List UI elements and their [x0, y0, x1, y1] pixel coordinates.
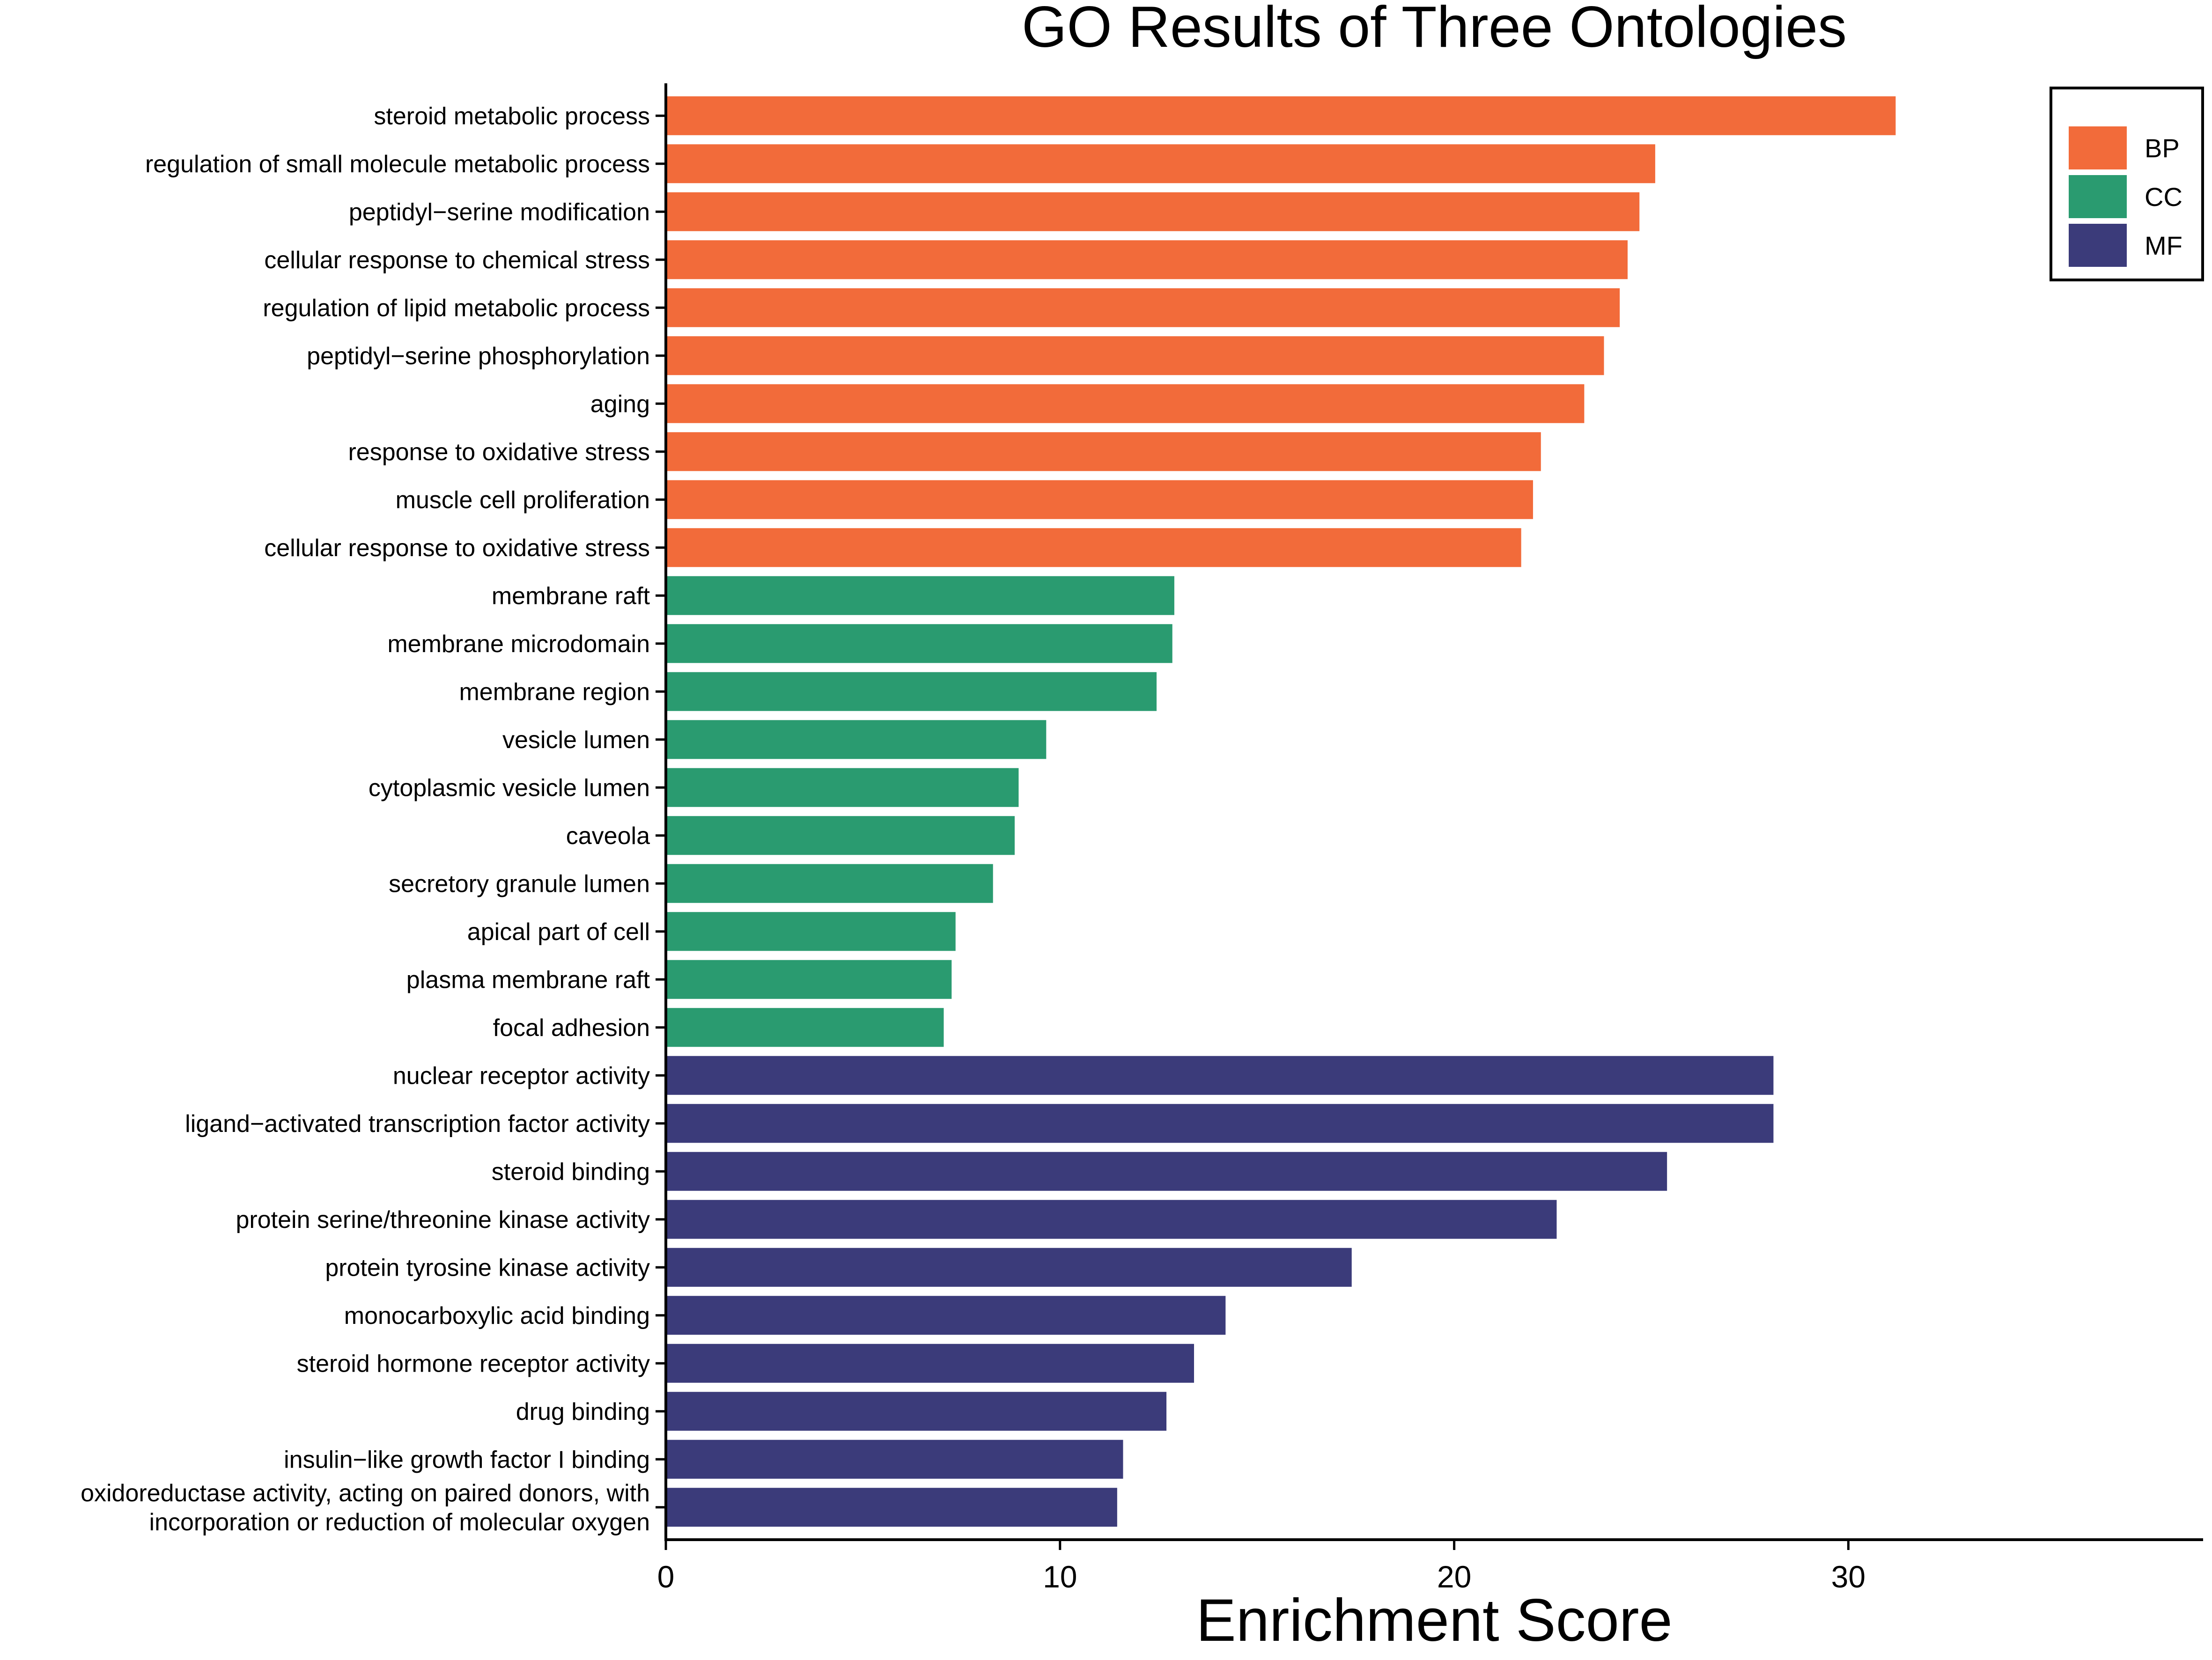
y-tick-label: vesicle lumen	[502, 727, 650, 754]
bar	[666, 528, 1521, 567]
bar	[666, 1296, 1226, 1335]
y-tick-label: steroid binding	[492, 1158, 650, 1185]
bar	[666, 960, 952, 999]
bar	[666, 384, 1585, 423]
bar	[666, 1056, 1774, 1095]
y-tick-label: protein serine/threonine kinase activity	[236, 1206, 650, 1234]
y-tick-label: membrane raft	[492, 582, 650, 610]
bar	[666, 1104, 1774, 1143]
bar	[666, 912, 956, 951]
y-tick-label: regulation of small molecule metabolic p…	[145, 151, 650, 178]
x-ticks: 0 10 20 30	[657, 1540, 1865, 1594]
y-tick-label: membrane microdomain	[387, 631, 650, 658]
bar	[666, 192, 1640, 231]
y-tick-label: protein tyrosine kinase activity	[325, 1254, 650, 1281]
y-tick-label: oxidoreductase activity, acting on paire…	[81, 1480, 650, 1536]
legend-label: CC	[2145, 182, 2183, 212]
bar	[666, 480, 1533, 519]
legend: BP CC MF	[2050, 87, 2204, 281]
bar	[666, 1248, 1352, 1287]
y-tick-label: apical part of cell	[467, 918, 650, 946]
y-tick-label: plasma membrane raft	[406, 966, 650, 993]
bar	[666, 1440, 1123, 1479]
y-tick-label: insulin−like growth factor I binding	[284, 1446, 650, 1473]
legend-swatch	[2069, 224, 2127, 267]
bar	[666, 96, 1896, 135]
y-tick-label: peptidyl−serine phosphorylation	[307, 343, 650, 370]
y-tick-label: ligand−activated transcription factor ac…	[185, 1110, 650, 1138]
y-tick-label: caveola	[566, 823, 650, 850]
y-tick-label: peptidyl−serine modification	[349, 198, 650, 226]
y-tick-label: response to oxidative stress	[348, 439, 650, 466]
y-tick-label: secretory granule lumen	[389, 870, 650, 897]
bar	[666, 1200, 1557, 1239]
y-tick-label: monocarboxylic acid binding	[344, 1302, 650, 1329]
y-tick-label: muscle cell proliferation	[396, 486, 650, 514]
x-tick-label: 20	[1437, 1559, 1471, 1594]
y-tick-labels: steroid metabolic process regulation of s…	[81, 103, 666, 1536]
y-tick-label: cytoplasmic vesicle lumen	[369, 774, 650, 801]
bars-layer	[666, 96, 1896, 1527]
y-tick-label: steroid metabolic process	[374, 103, 650, 130]
y-tick-label: regulation of lipid metabolic process	[263, 294, 650, 322]
x-axis-label: Enrichment Score	[1196, 1587, 1672, 1654]
bar	[666, 1344, 1194, 1383]
bar	[666, 720, 1047, 759]
y-tick-label: drug binding	[516, 1398, 650, 1425]
bar	[666, 432, 1541, 471]
y-tick-label: membrane region	[459, 678, 650, 705]
bar	[666, 1392, 1167, 1431]
y-tick-label: focal adhesion	[493, 1014, 650, 1042]
bar	[666, 864, 993, 903]
y-tick-label: cellular response to chemical stress	[264, 247, 650, 274]
bar	[666, 768, 1019, 807]
bar	[666, 576, 1174, 615]
bar	[666, 1488, 1117, 1527]
bar	[666, 672, 1157, 711]
x-tick-label: 0	[657, 1559, 675, 1594]
bar	[666, 288, 1620, 327]
legend-swatch	[2069, 175, 2127, 218]
bar	[666, 144, 1655, 184]
bar	[666, 1008, 944, 1047]
bar	[666, 240, 1628, 279]
y-tick-label: cellular response to oxidative stress	[264, 535, 650, 562]
y-tick-label: nuclear receptor activity	[393, 1062, 650, 1089]
x-tick-label: 10	[1043, 1559, 1077, 1594]
bar	[666, 1152, 1667, 1191]
y-tick-label: aging	[590, 390, 650, 418]
legend-label: BP	[2145, 133, 2180, 163]
bar	[666, 336, 1604, 375]
legend-label: MF	[2145, 231, 2183, 260]
x-tick-label: 30	[1831, 1559, 1865, 1594]
bar	[666, 624, 1172, 663]
bar	[666, 816, 1015, 855]
y-tick-label: steroid hormone receptor activity	[297, 1350, 650, 1377]
chart-title: GO Results of Three Ontologies	[1022, 0, 1847, 59]
legend-swatch	[2069, 126, 2127, 169]
